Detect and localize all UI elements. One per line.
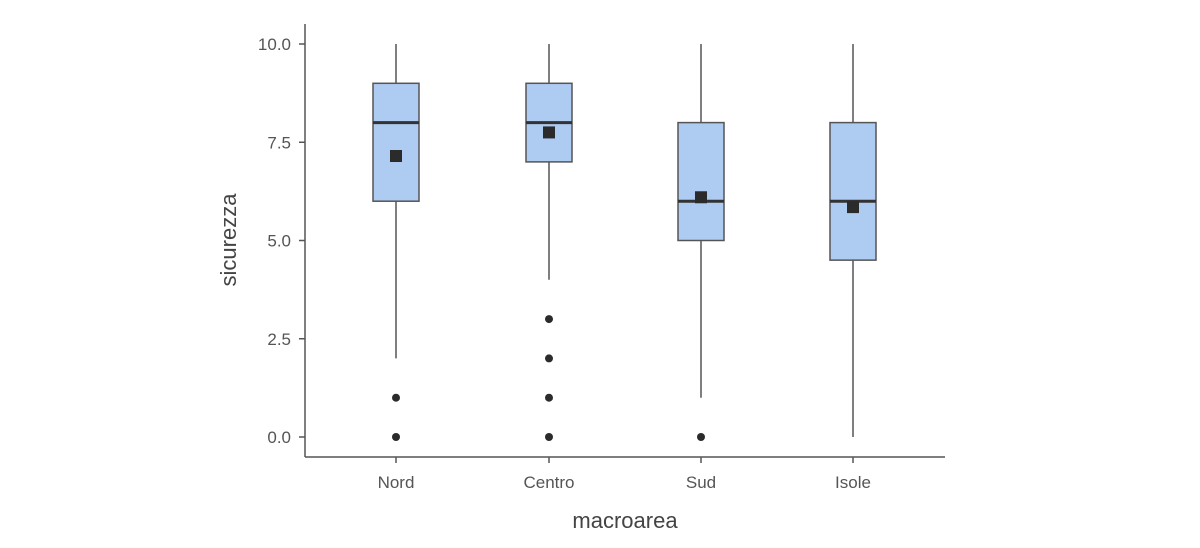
- box-group-nord: [372, 44, 420, 441]
- y-tick-label: 7.5: [267, 133, 291, 152]
- box-group-centro: [525, 44, 573, 441]
- x-tick-label: Nord: [378, 473, 415, 492]
- x-tick-label: Centro: [523, 473, 574, 492]
- box-group-sud: [677, 44, 725, 441]
- outlier-point: [545, 315, 553, 324]
- y-axis-ticks: 0.0 2.5 5.0 7.5 10.0: [258, 35, 305, 447]
- iqr-box: [829, 121, 877, 261]
- x-tick-label: Sud: [686, 473, 716, 492]
- x-axis-ticks: Nord Centro Sud Isole: [378, 457, 871, 492]
- outlier-point: [392, 393, 400, 402]
- outlier-point: [392, 433, 400, 441]
- iqr-box: [372, 82, 420, 202]
- y-tick-label: 0.0: [267, 428, 291, 447]
- box-series: [372, 44, 877, 441]
- x-axis-title: macroarea: [572, 508, 678, 533]
- mean-marker: [390, 150, 402, 163]
- y-tick-label: 5.0: [267, 232, 291, 251]
- mean-marker: [695, 191, 707, 204]
- outlier-point: [697, 433, 705, 441]
- outlier-point: [545, 354, 553, 363]
- outlier-point: [545, 393, 553, 402]
- y-tick-label: 10.0: [258, 35, 291, 54]
- outlier-point: [545, 433, 553, 441]
- mean-marker: [847, 201, 859, 214]
- y-tick-label: 2.5: [267, 330, 291, 349]
- box-group-isole: [829, 44, 877, 437]
- iqr-box: [677, 121, 725, 242]
- mean-marker: [543, 126, 555, 139]
- x-tick-label: Isole: [835, 473, 871, 492]
- y-axis-title: sicurezza: [216, 193, 241, 287]
